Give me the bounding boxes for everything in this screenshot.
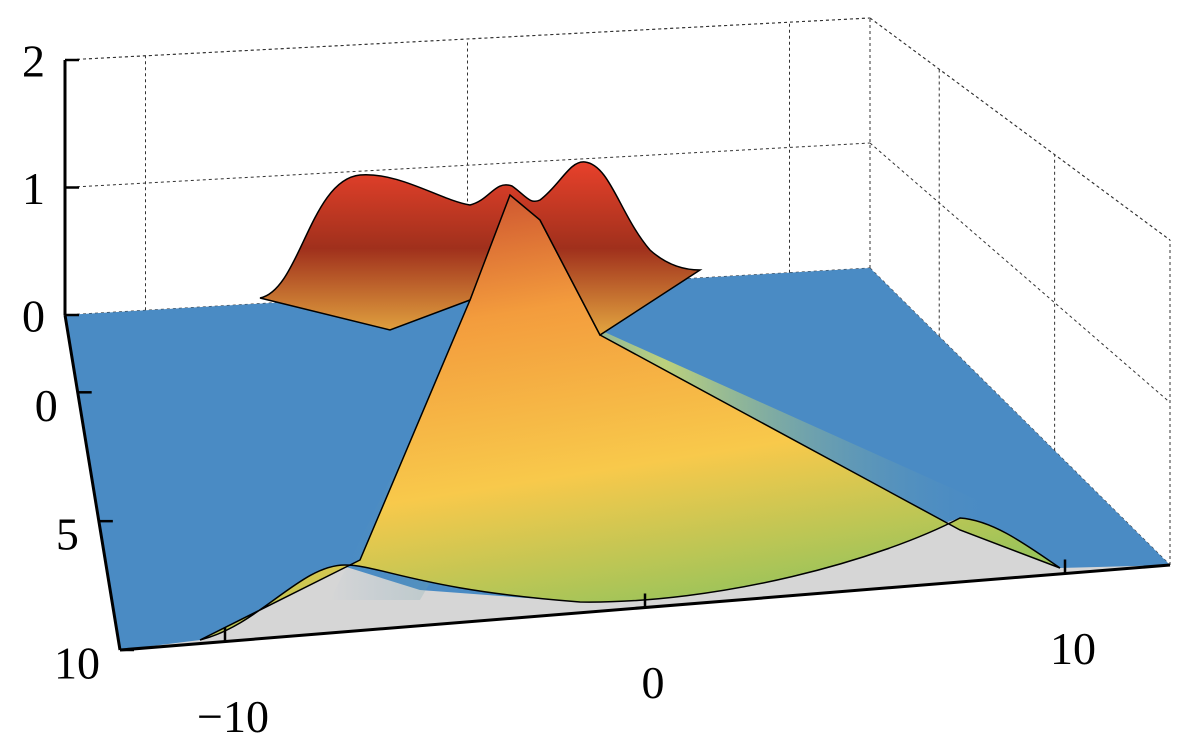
y-axis (63, 314, 122, 651)
x-tick-label: −10 (197, 691, 269, 742)
y-tick-label: 5 (56, 509, 79, 560)
z-tick-label: 0 (22, 291, 45, 342)
z-tick-label: 1 (22, 163, 45, 214)
y-tick-label: 10 (54, 638, 100, 689)
grid-line (869, 142, 1171, 403)
x-tick-label: 0 (642, 657, 665, 708)
y-tick-label: 0 (35, 380, 58, 431)
surface (65, 161, 1170, 650)
axes: −10 0 10 0 5 10 0 1 2 (22, 36, 1171, 742)
section (120, 518, 1170, 650)
x-tick-label: 10 (1050, 623, 1096, 674)
back-ridge (259, 161, 703, 337)
grid-line (869, 17, 1171, 241)
z-tick-label: 2 (22, 36, 45, 87)
